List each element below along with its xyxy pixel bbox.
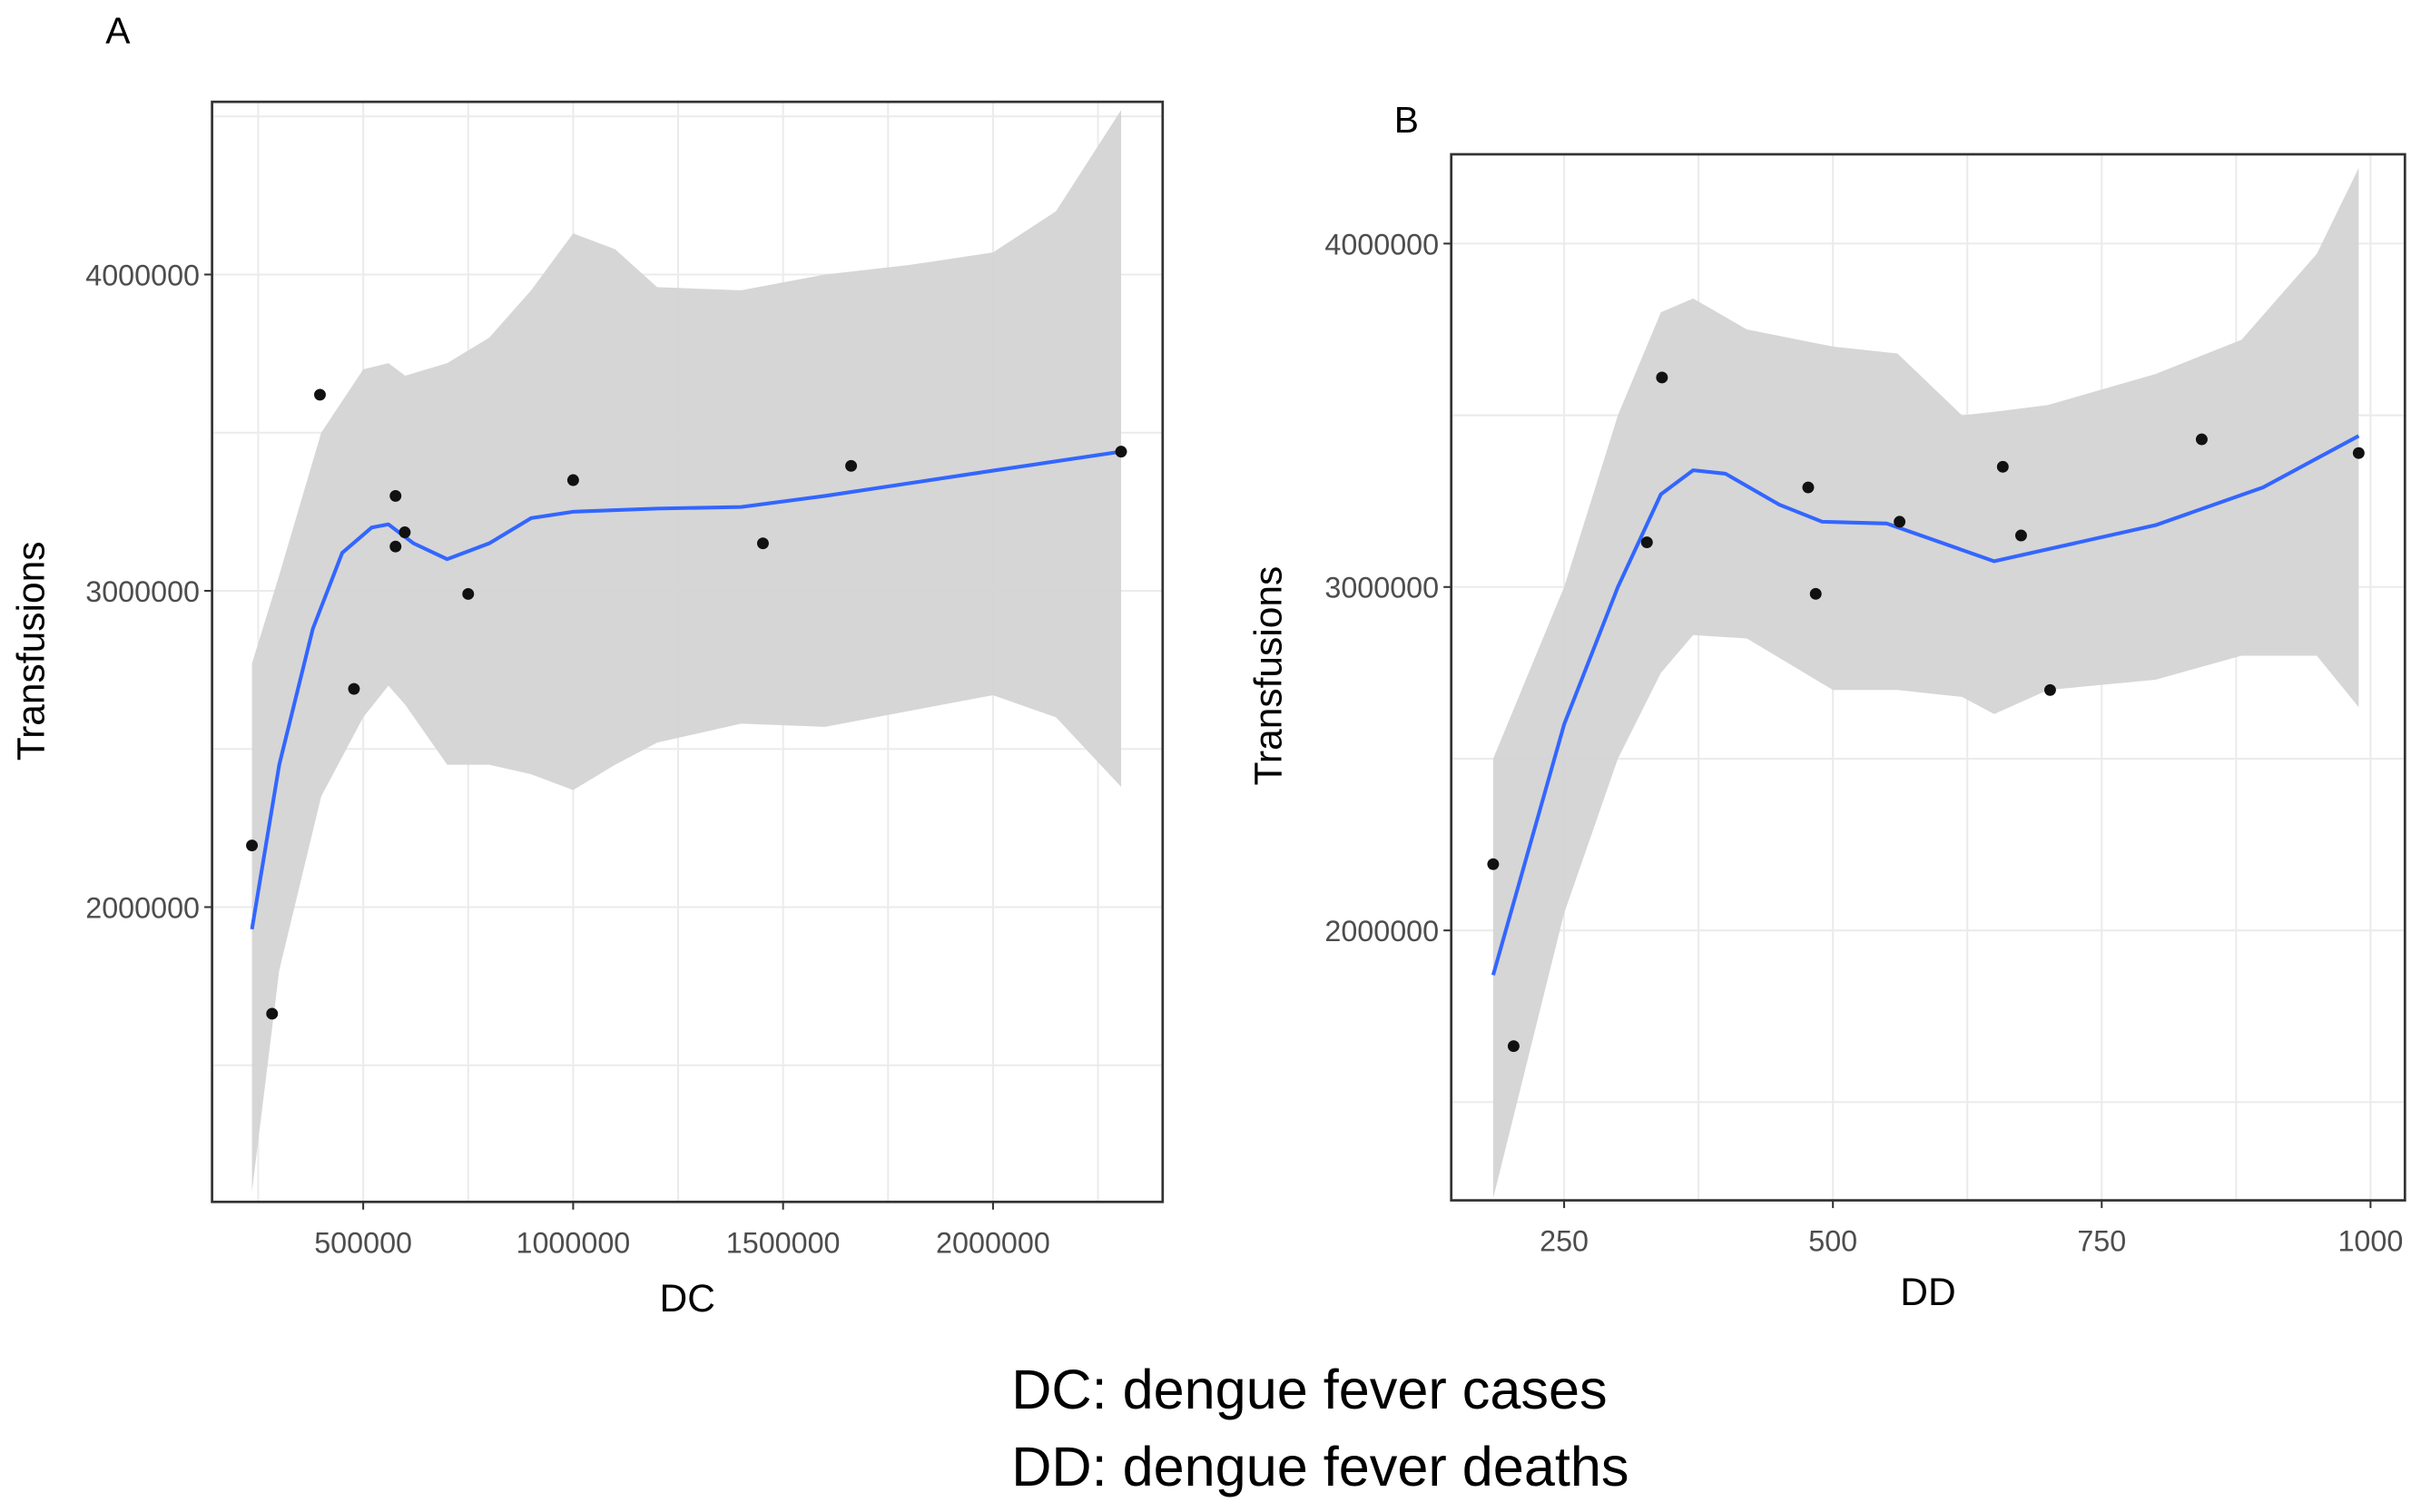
data-point (845, 459, 858, 472)
x-tick-label: 500 (1808, 1225, 1857, 1258)
data-point (2352, 447, 2365, 459)
data-point (348, 682, 360, 695)
data-point (1802, 481, 1815, 494)
y-tick-label: 4000000 (85, 259, 200, 291)
data-point (756, 537, 769, 550)
data-point (314, 388, 326, 401)
panel-border (211, 100, 1165, 1203)
panel-label: A (105, 10, 131, 52)
x-tick-label: 1000000 (517, 1226, 631, 1259)
data-point (1487, 858, 1500, 870)
data-point (2043, 683, 2056, 696)
data-point (389, 489, 402, 502)
x-axis-title: DD (1900, 1271, 1955, 1314)
data-point (1809, 587, 1822, 600)
data-point (2195, 433, 2208, 446)
data-point (389, 540, 402, 553)
smooth-line (250, 449, 1122, 930)
x-tick-label: 500000 (314, 1226, 412, 1259)
caption-line-1: DC: dengue fever cases (1011, 1359, 1607, 1420)
x-tick-label: 1000 (2337, 1225, 2403, 1258)
data-point (1894, 515, 1906, 528)
confidence-ribbon (251, 110, 1122, 1193)
y-tick-label: 3000000 (1324, 572, 1439, 604)
x-tick-label: 750 (2077, 1225, 2126, 1258)
data-point (2014, 529, 2027, 542)
panel-a: 500000 1000000 1500000 2000000 2000000 300000… (10, 10, 1165, 1321)
smooth-line (1491, 434, 2360, 976)
x-tick-label: 250 (1540, 1225, 1589, 1258)
x-axis-title: DC (660, 1278, 715, 1321)
data-point (1507, 1040, 1520, 1053)
confidence-ribbon (1492, 168, 2359, 1199)
y-axis-title: Transfusions (1248, 566, 1291, 786)
y-tick-label: 3000000 (85, 575, 200, 608)
data-point (462, 588, 475, 600)
data-point (566, 474, 579, 486)
y-tick-label: 4000000 (1324, 228, 1439, 260)
panel-label: B (1394, 99, 1419, 141)
data-point (1640, 536, 1653, 549)
y-tick-label: 2000000 (85, 891, 200, 924)
y-tick-label: 2000000 (1324, 915, 1439, 947)
data-point (1996, 460, 2009, 473)
y-axis-title: Transfusions (10, 542, 53, 761)
data-point (1656, 371, 1668, 384)
panel-border (1450, 152, 2406, 1202)
panel-b: 250 500 750 1000 2000000 3000000 4000000 DD Tran… (1248, 99, 2406, 1314)
data-point (266, 1007, 279, 1020)
data-point (246, 839, 259, 851)
data-point (399, 526, 411, 538)
caption-line-2: DD: dengue fever deaths (1011, 1436, 1629, 1497)
x-tick-label: 2000000 (936, 1226, 1050, 1259)
x-tick-label: 1500000 (726, 1226, 841, 1259)
data-point (1115, 446, 1127, 458)
